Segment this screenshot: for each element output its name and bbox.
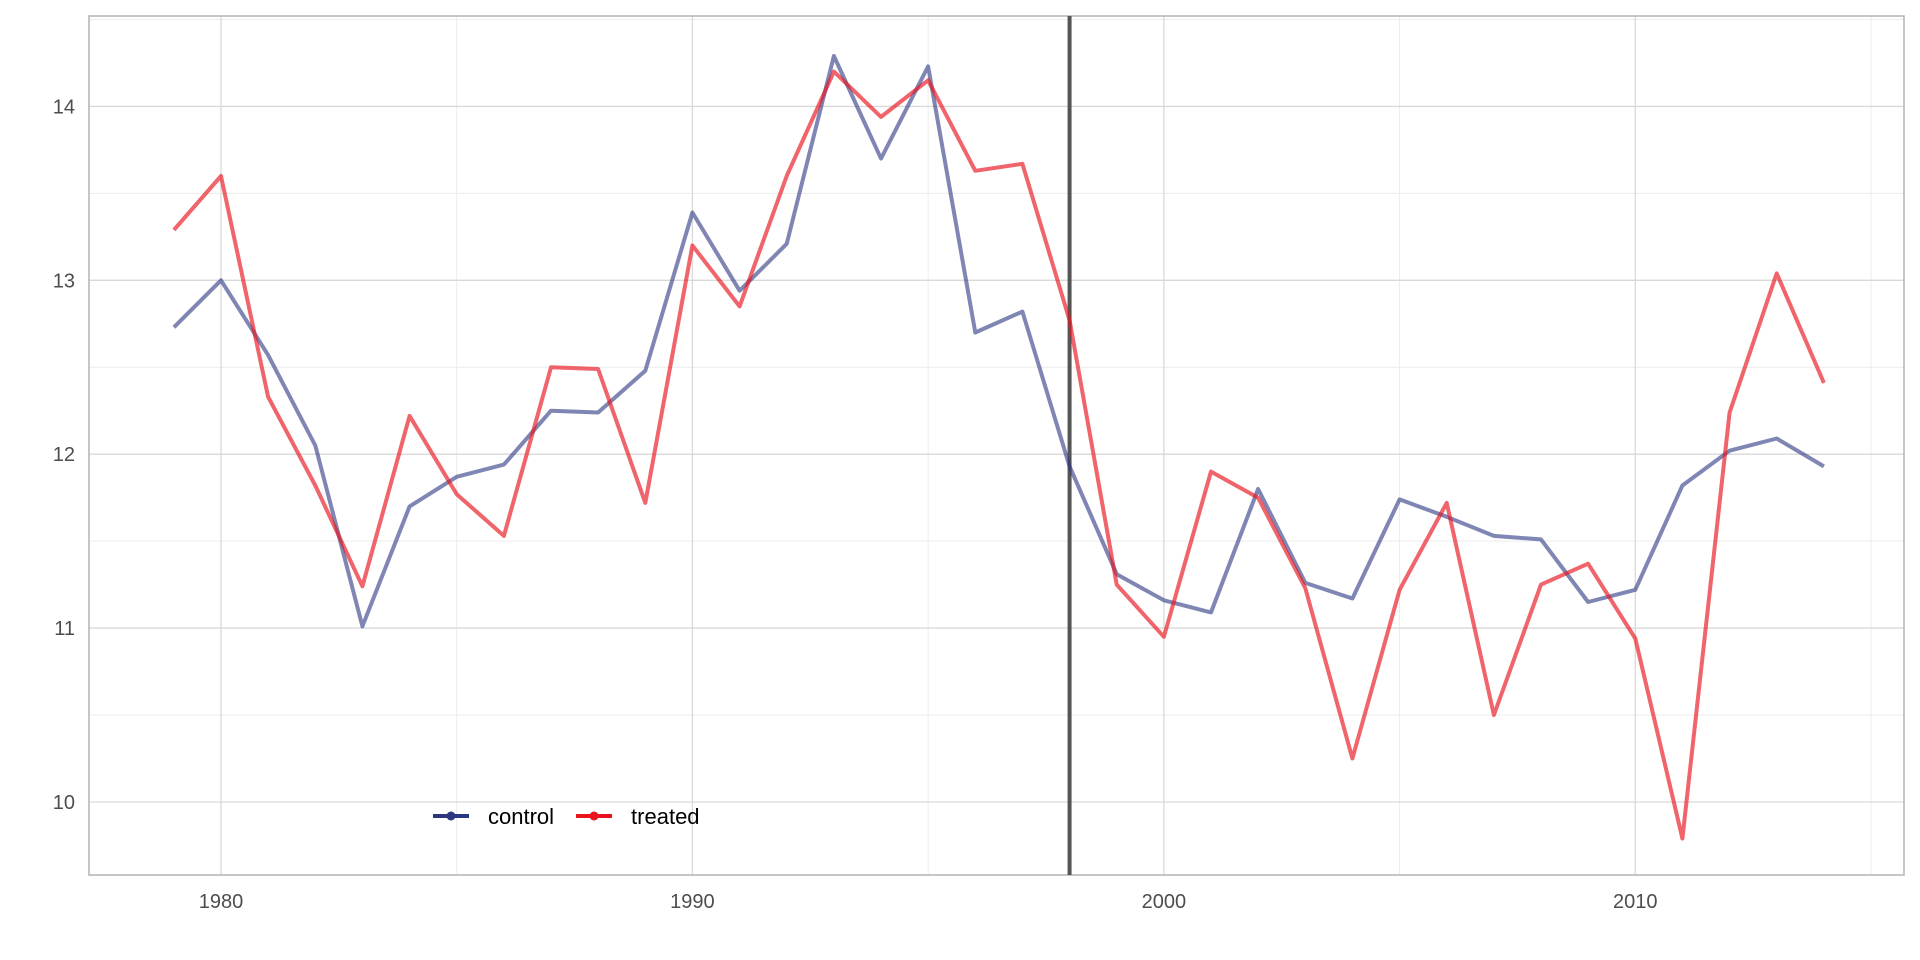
legend-key-point [446,811,456,821]
x-axis-ticks: 1980 1990 2000 2010 [199,891,1658,913]
y-axis-ticks: 10 11 12 13 14 [53,96,75,814]
x-tick-label: 1990 [670,891,715,913]
legend-item-control: control [433,804,554,829]
y-tick-label: 10 [53,792,75,814]
y-tick-label: 12 [53,444,75,466]
series-layer [172,54,1826,841]
plot-panel-border [88,15,1905,876]
legend-item-treated: treated [576,804,700,829]
legend-label: treated [631,804,700,829]
grid [89,16,1904,875]
legend-label: control [488,804,554,829]
y-tick-label: 11 [54,618,75,640]
y-tick-label: 14 [53,96,75,118]
x-tick-label: 2010 [1613,891,1658,913]
series-line-treated [172,69,1826,841]
legend-key-point [589,811,599,821]
x-tick-label: 2000 [1142,891,1187,913]
y-tick-label: 13 [53,270,75,292]
x-tick-label: 1980 [199,891,244,913]
legend: control treated [433,804,700,829]
